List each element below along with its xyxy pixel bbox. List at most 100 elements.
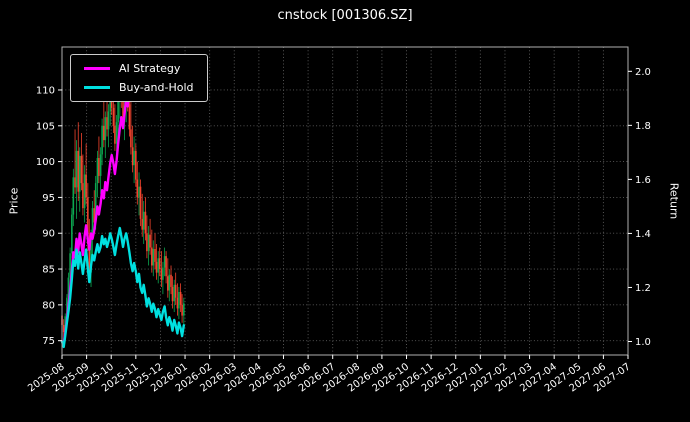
candle-body-up: [104, 117, 107, 141]
candle-body-up: [99, 154, 102, 176]
plot-border: [61, 46, 629, 356]
candle-body-up: [101, 125, 103, 155]
tick-label: 100: [36, 157, 55, 168]
candle-body-down: [88, 243, 91, 273]
candle-body-down: [114, 125, 116, 144]
candle-body-down: [82, 183, 84, 209]
candle-body-down: [160, 269, 163, 280]
candle-body-down: [85, 174, 87, 198]
candle-body-down: [103, 125, 105, 141]
candle-body-up: [75, 150, 78, 188]
candle-body-down: [151, 247, 153, 266]
tick-label: 1.6: [635, 175, 651, 186]
candle-body-down: [181, 304, 183, 316]
tick-label: 80: [42, 300, 55, 311]
legend: AI Strategy Buy-and-Hold: [70, 54, 208, 102]
y-axis-label-price: Price: [7, 187, 21, 215]
tick-label: 110: [36, 85, 55, 96]
candle-body-down: [154, 248, 156, 262]
candle-body-up: [66, 297, 68, 317]
candle-body-down: [87, 197, 89, 244]
candle-body-up: [152, 248, 155, 266]
tick-label: 1.4: [635, 229, 651, 240]
candle-body-down: [135, 150, 137, 180]
candle-body-up: [138, 186, 140, 198]
candle-body-down: [122, 100, 124, 123]
candle-body-up: [94, 183, 97, 223]
candle-body-down: [98, 158, 100, 176]
legend-label-buy-and-hold: Buy-and-Hold: [119, 81, 194, 94]
tick-label: 2.0: [635, 67, 651, 78]
tick-label: 90: [42, 229, 55, 240]
candle-body-up: [90, 236, 92, 273]
tick-label: 75: [42, 336, 55, 347]
ai-strategy-line: [60, 59, 138, 346]
tick-label: 85: [42, 265, 55, 276]
chart-title: cnstock [001306.SZ]: [277, 8, 413, 23]
legend-entry-ai-strategy: AI Strategy: [84, 63, 194, 74]
tick-label: 105: [36, 121, 55, 132]
candle-body-down: [170, 274, 172, 287]
candle-body-up: [157, 258, 160, 273]
y-axis-label-return: Return: [667, 182, 681, 220]
candle-body-up: [133, 150, 135, 166]
tick-label: 1.0: [635, 337, 651, 348]
candle-body-down: [158, 258, 161, 270]
candle-body-up: [107, 111, 110, 130]
ai-strategy-line-swatch: [84, 67, 110, 70]
candle-body-down: [165, 256, 167, 277]
candle-body-down: [171, 286, 174, 302]
candle-body-down: [149, 234, 151, 248]
candle-body-up: [91, 208, 94, 237]
candle-body-down: [139, 186, 142, 219]
candle-body-down: [179, 291, 182, 305]
candle-body-down: [110, 98, 113, 108]
candle-body-down: [128, 104, 131, 130]
candle-body-up: [109, 98, 112, 112]
candle-body-up: [115, 122, 118, 144]
candle-body-up: [69, 253, 71, 278]
candle-body-down: [146, 233, 148, 252]
candle-body-down: [74, 177, 76, 188]
candle-body-up: [83, 174, 86, 209]
candlestick-series: [61, 68, 185, 340]
candle-body-down: [93, 208, 96, 223]
tick-label: 1.8: [635, 121, 651, 132]
candle-body-down: [176, 297, 179, 309]
candle-body-up: [147, 234, 150, 252]
candle-body-down: [136, 179, 139, 198]
candle-body-up: [71, 214, 73, 254]
candle-body-up: [96, 158, 99, 184]
candle-body-down: [167, 276, 169, 291]
candle-body-up: [178, 291, 180, 309]
candle-body-up: [183, 303, 185, 316]
tick-label: 1.2: [635, 283, 651, 294]
buy-and-hold-line: [60, 226, 186, 349]
axis-ticks: [58, 70, 632, 359]
candle-body-down: [144, 211, 147, 234]
candle-body-up: [173, 284, 176, 302]
legend-entry-buy-and-hold: Buy-and-Hold: [84, 82, 194, 93]
candle-body-up: [163, 256, 166, 268]
legend-label-ai-strategy: AI Strategy: [119, 62, 181, 75]
tick-label: 95: [42, 193, 55, 204]
candle-body-down: [131, 147, 134, 166]
candle-body-up: [168, 274, 171, 291]
candle-body-down: [141, 218, 144, 230]
candle-body-down: [77, 150, 80, 192]
candle-body-up: [162, 267, 164, 280]
candle-body-down: [112, 107, 115, 126]
candle-body-up: [78, 155, 81, 192]
candle-body-down: [174, 284, 177, 298]
buy-and-hold-line-swatch: [84, 86, 110, 89]
candle-body-down: [155, 261, 158, 273]
candle-body-down: [106, 117, 108, 130]
candle-body-down: [130, 129, 132, 148]
candle-body-up: [72, 177, 75, 215]
candle-body-down: [62, 324, 65, 333]
candle-body-up: [67, 277, 70, 298]
candle-body-up: [142, 211, 145, 230]
candle-body-down: [80, 155, 83, 184]
